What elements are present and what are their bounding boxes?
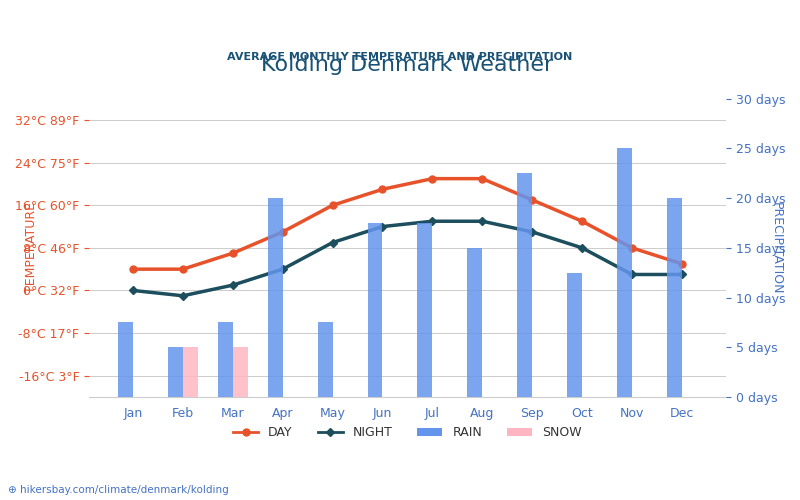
Legend: DAY, NIGHT, RAIN, SNOW: DAY, NIGHT, RAIN, SNOW xyxy=(228,422,587,444)
Bar xyxy=(318,322,333,397)
Bar xyxy=(367,223,382,397)
Bar xyxy=(118,322,133,397)
Text: ⊕ hikersbay.com/climate/denmark/kolding: ⊕ hikersbay.com/climate/denmark/kolding xyxy=(8,485,229,495)
Bar xyxy=(617,148,632,397)
Bar xyxy=(667,198,682,397)
Bar xyxy=(518,174,532,397)
Bar xyxy=(168,348,183,397)
Text: AVERAGE MONTHLY TEMPERATURE AND PRECIPITATION: AVERAGE MONTHLY TEMPERATURE AND PRECIPIT… xyxy=(227,52,573,62)
Text: PRECIPITATION: PRECIPITATION xyxy=(770,202,783,294)
Text: TEMPERATURE: TEMPERATURE xyxy=(26,202,38,294)
Bar xyxy=(467,248,482,397)
Bar xyxy=(183,348,198,397)
Bar xyxy=(418,223,432,397)
Bar xyxy=(233,348,248,397)
Title: Kolding Denmark Weather: Kolding Denmark Weather xyxy=(262,55,554,75)
Bar xyxy=(218,322,233,397)
Bar xyxy=(567,272,582,397)
Bar xyxy=(268,198,282,397)
